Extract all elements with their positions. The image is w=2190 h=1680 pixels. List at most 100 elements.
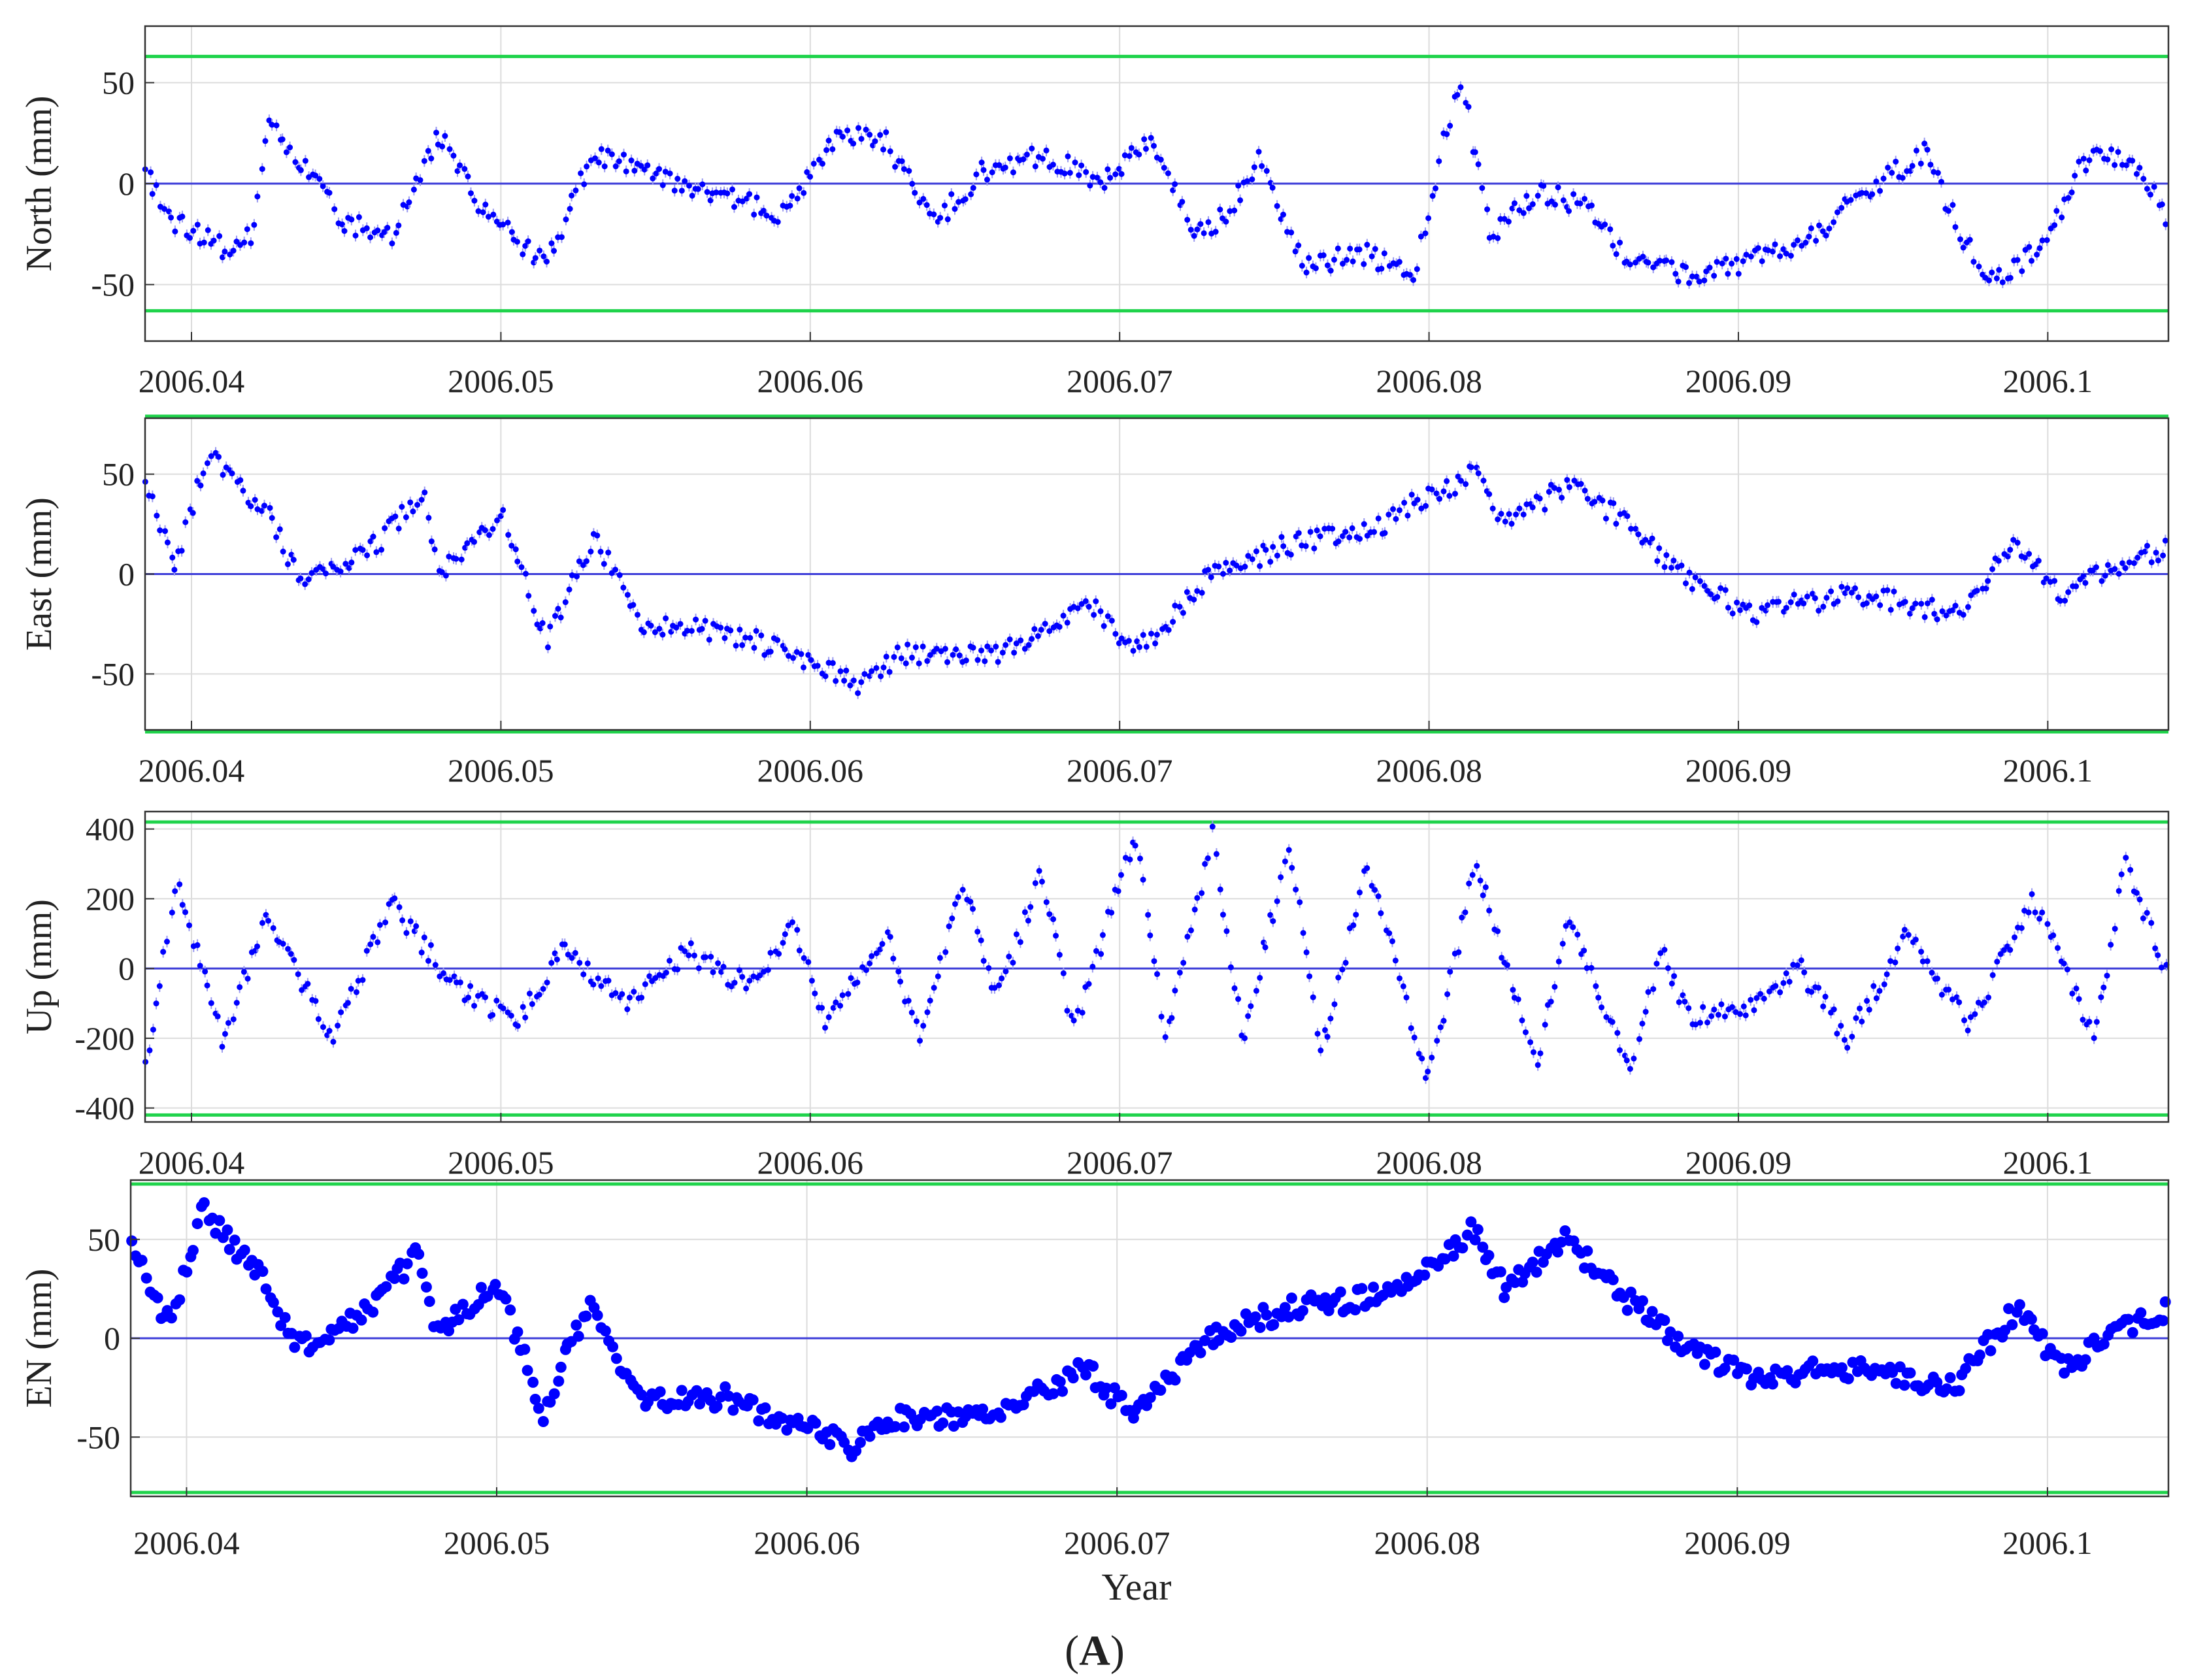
data-point [1555, 486, 1562, 493]
data-point [1458, 478, 1465, 484]
data-point [1748, 996, 1754, 1003]
data-point [1018, 637, 1024, 644]
data-point [1700, 1004, 1706, 1010]
data-point [2012, 934, 2018, 940]
data-point [1614, 1030, 1621, 1036]
data-point [1661, 564, 1668, 570]
data-point [1633, 525, 1639, 532]
data-point [1240, 1308, 1252, 1320]
data-point [2080, 1354, 2091, 1366]
data-point [1633, 259, 1639, 266]
data-point [1237, 197, 1244, 203]
data-point [612, 990, 619, 996]
data-point [1591, 499, 1598, 505]
data-point [666, 957, 672, 964]
data-point [1714, 259, 1720, 265]
data-point [219, 254, 225, 261]
data-point [895, 968, 902, 975]
data-point [1400, 983, 1406, 989]
data-point [624, 1006, 631, 1012]
data-point [682, 178, 688, 184]
data-point [423, 1296, 435, 1308]
data-point [1448, 1250, 1459, 1262]
data-point [1892, 959, 1899, 966]
data-point [566, 586, 572, 593]
data-point [810, 160, 817, 167]
data-point [1480, 892, 1486, 898]
data-point [1116, 165, 1122, 172]
data-point [2155, 557, 2161, 564]
data-point [1429, 486, 1435, 493]
data-point [850, 1445, 862, 1457]
data-point [903, 660, 909, 667]
figure-caption: (A) [1065, 1627, 1125, 1675]
data-point [891, 653, 897, 660]
data-point [2036, 245, 2043, 252]
data-point [2133, 171, 2140, 177]
data-point [1414, 266, 1420, 272]
data-point [1220, 570, 1227, 577]
data-point [276, 526, 283, 533]
data-point [1029, 636, 1035, 642]
data-point [996, 982, 1003, 989]
data-point [2102, 572, 2108, 579]
data-point [739, 642, 746, 648]
panel-east: 2006.04 2006.05 2006.06 2006.07 2006.08 2006.… [19, 414, 2170, 789]
data-point [1849, 1033, 1855, 1040]
data-point [825, 137, 832, 144]
data-point [737, 627, 743, 633]
data-point [612, 567, 619, 573]
data-point [805, 959, 812, 965]
data-point [858, 135, 865, 142]
data-point [937, 1417, 949, 1429]
data-point [1101, 623, 1107, 629]
data-point [946, 923, 952, 930]
data-point [931, 1405, 943, 1417]
data-point [1863, 190, 1869, 197]
data-point [154, 512, 160, 519]
data-point [1826, 225, 1833, 232]
data-point [1086, 603, 1092, 610]
data-point [1194, 226, 1201, 233]
data-point [995, 1411, 1006, 1423]
data-point [197, 482, 204, 489]
data-point [176, 881, 183, 887]
data-point [505, 220, 511, 226]
data-point [601, 163, 608, 170]
data-point [942, 646, 948, 652]
data-point [1003, 968, 1009, 975]
data-point [1262, 944, 1269, 951]
data-point [1675, 278, 1682, 285]
data-point [1263, 168, 1270, 174]
data-point [1429, 1054, 1435, 1061]
data-point [924, 1009, 931, 1015]
data-point [1422, 230, 1429, 237]
data-point [1642, 1008, 1649, 1015]
data-point [819, 1004, 825, 1011]
data-point [2140, 915, 2146, 921]
data-point [652, 629, 658, 635]
data-point [2076, 158, 2082, 165]
data-point [355, 978, 361, 984]
data-point [1089, 963, 1096, 970]
data-point [204, 982, 210, 989]
data-point [1486, 491, 1493, 497]
data-point [2036, 1328, 2048, 1340]
data-point [1233, 562, 1240, 568]
data-point [489, 525, 496, 532]
data-point [1887, 1366, 1899, 1378]
data-point [923, 202, 930, 208]
x-tick-label: 2006.06 [757, 752, 864, 789]
data-point [1775, 599, 1782, 605]
data-point [1834, 598, 1841, 604]
data-point [1599, 497, 1606, 504]
data-point [442, 572, 449, 579]
data-point [222, 248, 228, 255]
data-point [612, 163, 619, 170]
data-point [1043, 899, 1050, 906]
data-point [1327, 1015, 1334, 1022]
data-point [161, 206, 167, 212]
data-point [890, 955, 897, 962]
data-point [654, 1386, 666, 1398]
data-point [465, 173, 471, 180]
